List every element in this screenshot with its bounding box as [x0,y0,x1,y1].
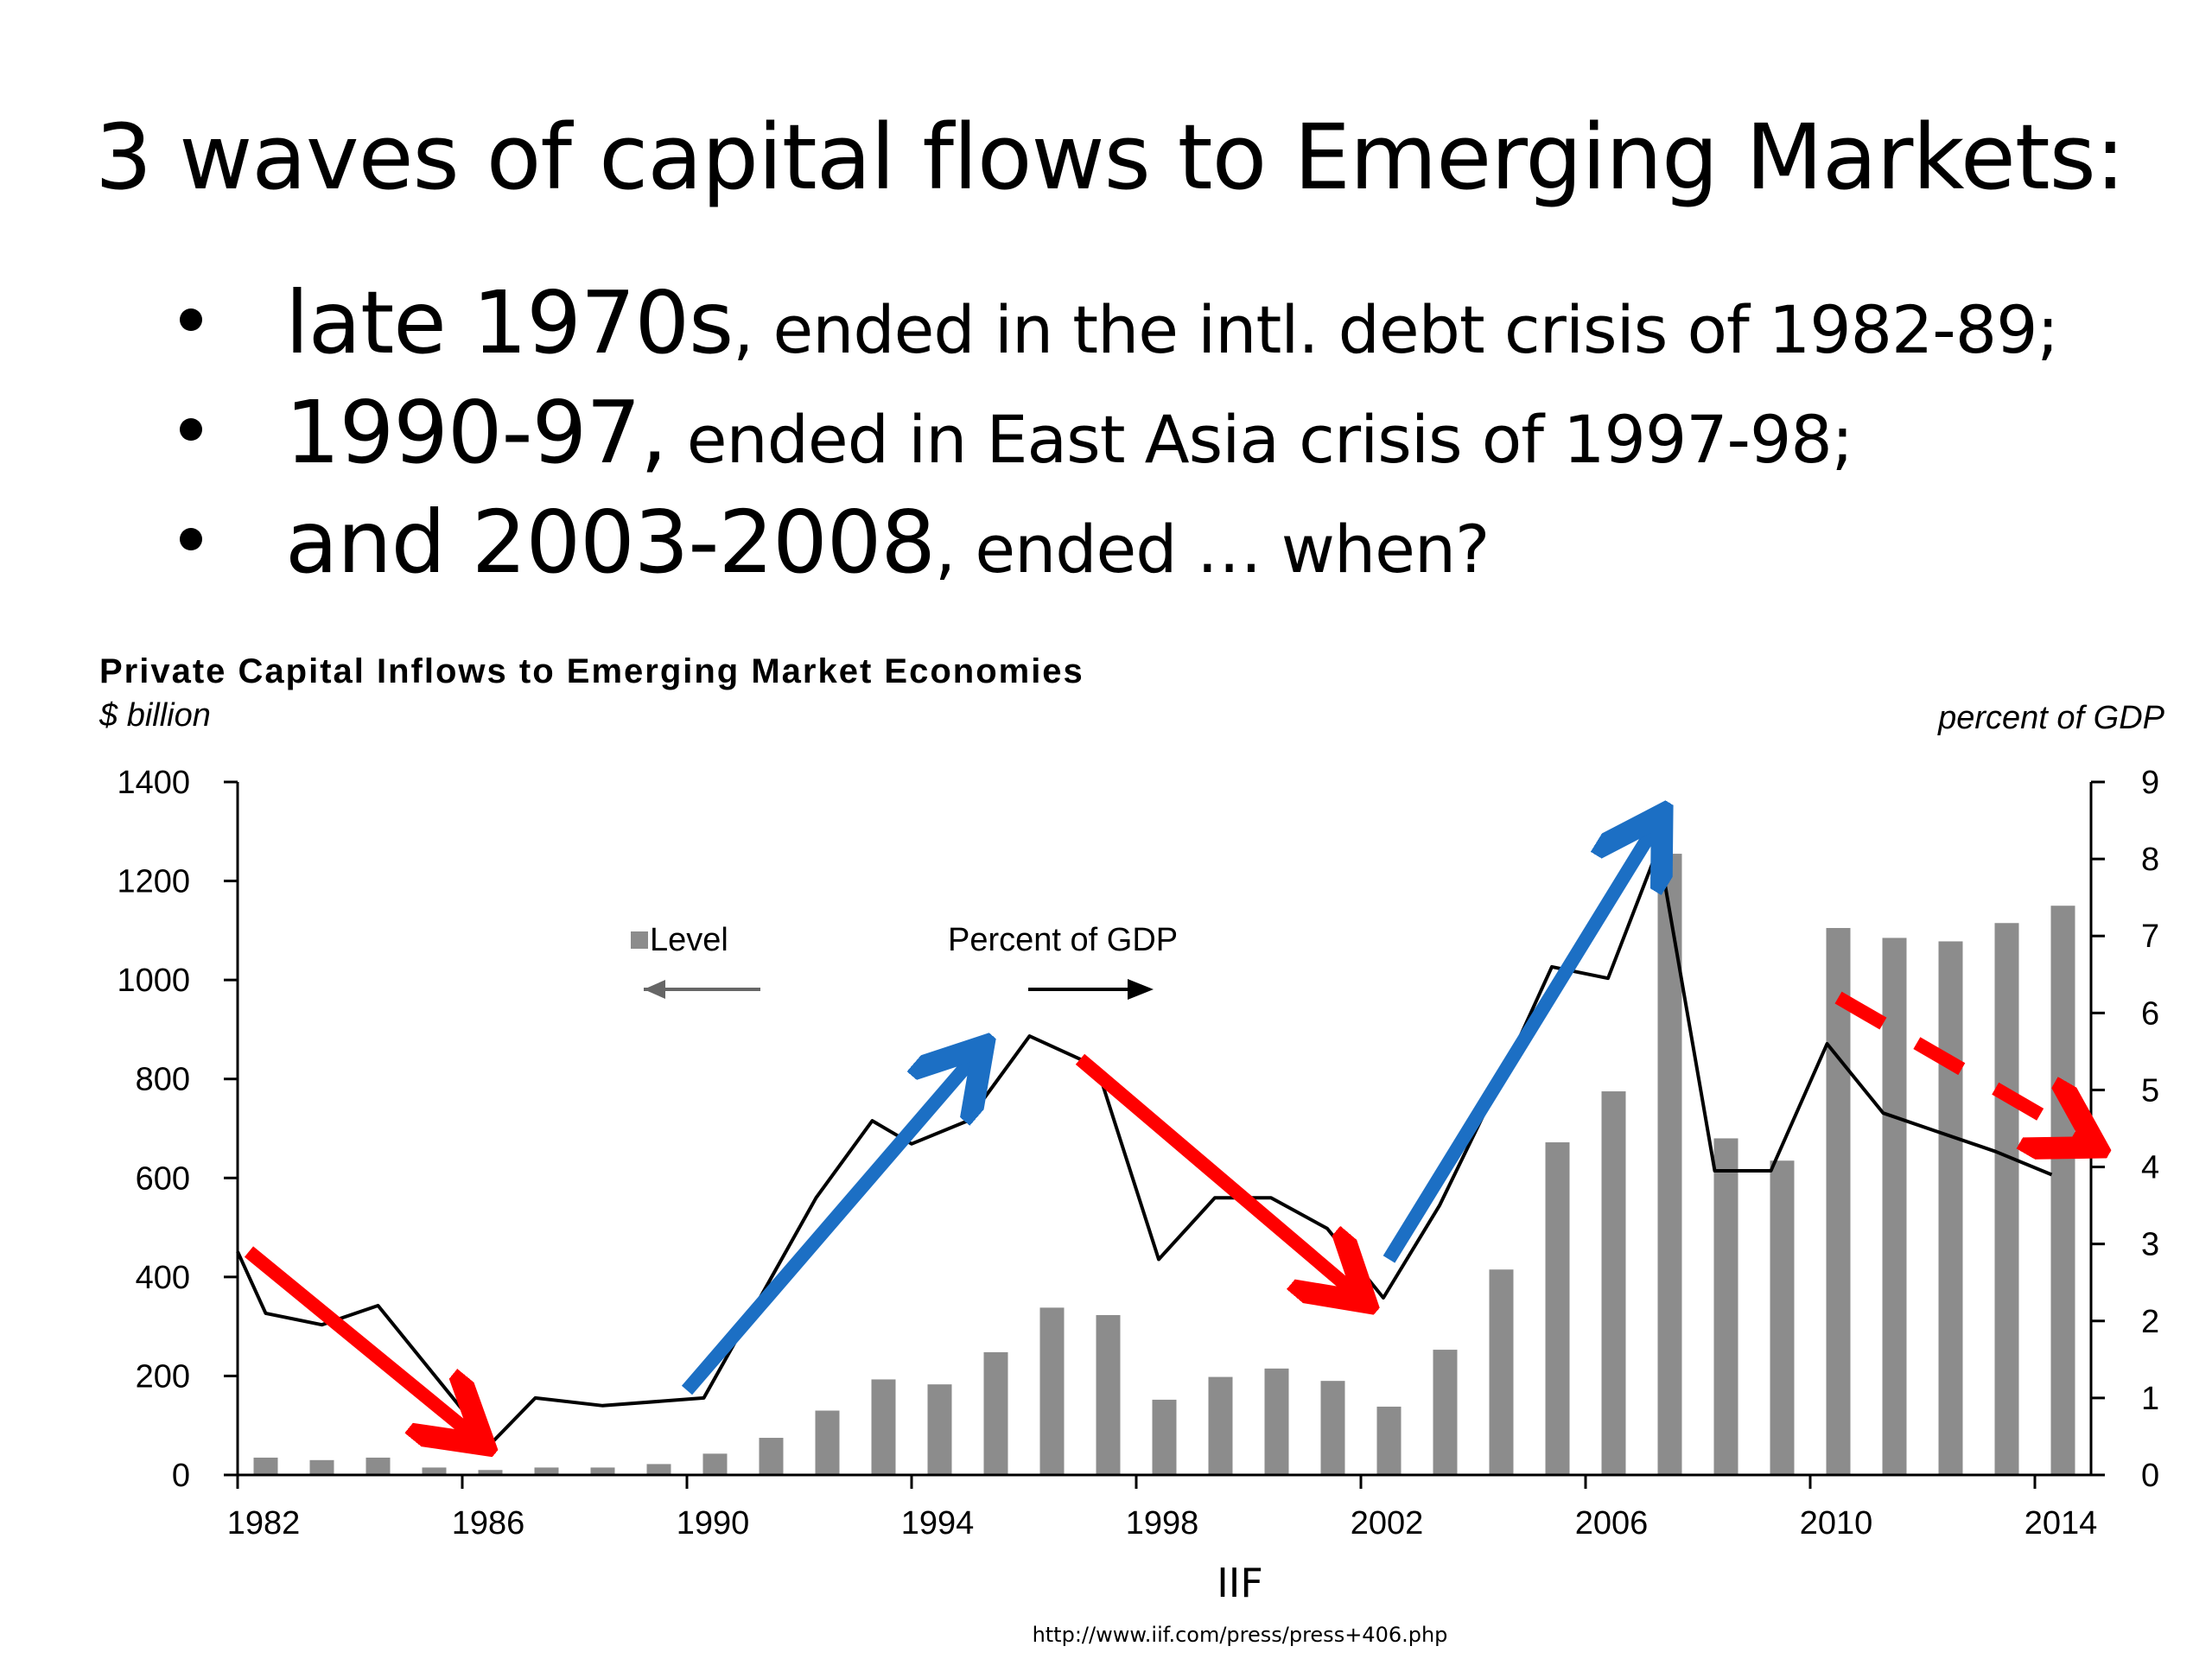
x-tick-label: 1982 [227,1505,301,1541]
x-tick-label: 2014 [2024,1505,2098,1541]
left-tick-label: 0 [172,1458,190,1494]
x-tick-label: 1994 [901,1505,975,1541]
level-bar [815,1410,840,1475]
percent-gdp-polyline [236,845,2053,1446]
bullet-main: late 1970s [285,272,734,373]
level-bar [1601,1091,1626,1475]
level-bar [1264,1368,1289,1475]
level-bar [1320,1381,1345,1475]
right-tick-label: 8 [2141,842,2159,878]
legend-pct-arrowhead-icon [1128,979,1154,1000]
bullet-dot [180,418,202,441]
level-bar [1433,1350,1458,1475]
x-tick-label: 2006 [1575,1505,1649,1541]
right-tick-label: 1 [2141,1381,2159,1417]
level-bar [1096,1314,1121,1475]
level-bar [1376,1406,1402,1475]
level-bar [1545,1142,1570,1475]
right-tick-label: 7 [2141,918,2159,955]
level-bar [1770,1160,1795,1475]
right-tick-label: 4 [2141,1150,2159,1186]
bullet-text: and 2003-2008, ended … when? [285,492,1490,593]
level-bar [478,1470,503,1475]
bullet-dot [180,308,202,331]
bullet-main: 1990-97, [285,382,668,483]
right-tick-label: 9 [2141,765,2159,801]
level-bar [927,1384,952,1475]
red-trend-arrow-icon [1075,1053,1361,1298]
legend-level-label: Level [650,922,728,958]
legend-level-arrowhead-icon [644,980,665,999]
right-tick-label: 6 [2141,995,2159,1032]
bullet-text: late 1970s, ended in the intl. debt cris… [285,272,2059,373]
bullet-dot [180,528,202,550]
level-bar [590,1467,615,1475]
left-tick-label: 200 [136,1358,190,1395]
bullet-rest: , ended in the intl. debt crisis of 1982… [733,291,2059,368]
percent-gdp-line [236,845,2053,1446]
legend-level-swatch [631,931,648,949]
left-tick-label: 1000 [117,963,190,999]
x-tick-label: 1986 [452,1505,525,1541]
level-bars [253,854,2075,1475]
level-bar [422,1467,447,1475]
bullet-rest: , ended … when? [935,511,1490,588]
level-bar [253,1457,278,1475]
x-tick-label: 2002 [1351,1505,1424,1541]
left-tick-label: 800 [136,1062,190,1098]
level-bar [983,1351,1008,1475]
x-tick-label: 2010 [1800,1505,1873,1541]
level-bar [759,1438,784,1475]
level-bar [1152,1399,1177,1475]
level-bar [1826,927,1851,1475]
level-bar [1039,1307,1065,1475]
level-bar [365,1457,391,1475]
level-bar [1657,854,1682,1475]
level-bar [1882,938,1907,1475]
right-axis-unit: percent of GDP [1937,700,2165,736]
bullet-rest: ended in East Asia crisis of 1997-98; [666,401,1854,478]
right-tick-label: 2 [2141,1304,2159,1340]
chart-legend: Level Percent of GDP [631,922,1178,1000]
red-trend-arrow-icon [1834,991,2092,1144]
x-tick-label: 1998 [1126,1505,1199,1541]
bullet-text: 1990-97, ended in East Asia crisis of 19… [285,382,1853,483]
left-tick-label: 400 [136,1260,190,1296]
bullet-main: and 2003-2008 [285,492,936,593]
right-tick-label: 3 [2141,1227,2159,1263]
legend-pct-label: Percent of GDP [948,922,1178,958]
level-bar [534,1467,559,1475]
level-bar [309,1459,334,1475]
source-url: http://www.iif.com/press/press+406.php [1032,1623,1448,1647]
slide-title: 3 waves of capital flows to Emerging Mar… [95,105,2126,210]
left-axis-unit: $ billion [99,697,211,734]
level-bar [2050,906,2075,1475]
chart-title: Private Capital Inflows to Emerging Mark… [99,652,1084,690]
level-bar [1713,1138,1738,1475]
blue-trend-arrow-icon [1382,821,1659,1263]
right-tick-label: 0 [2141,1458,2159,1494]
x-tick-label: 1990 [677,1505,750,1541]
level-bar [1938,941,1963,1475]
trend-arrows [244,821,2092,1440]
red-trend-arrow-icon [244,1246,480,1440]
level-bar [702,1453,728,1475]
level-bar [871,1379,896,1475]
left-tick-label: 1200 [117,864,190,900]
left-tick-label: 600 [136,1160,190,1197]
chart-axes: 0 200 400 600 800 1000 1200 1400 0 1 2 3 4 5 6 7 8 9 1982 1… [117,765,2159,1541]
right-tick-label: 5 [2141,1072,2159,1109]
source-label: IIF [1217,1560,1263,1606]
level-bar [1489,1269,1514,1475]
level-bar [1208,1376,1233,1475]
level-bar [1994,923,2019,1475]
blue-trend-arrow-icon [681,1052,979,1395]
level-bar [646,1464,671,1475]
left-tick-label: 1400 [117,765,190,801]
